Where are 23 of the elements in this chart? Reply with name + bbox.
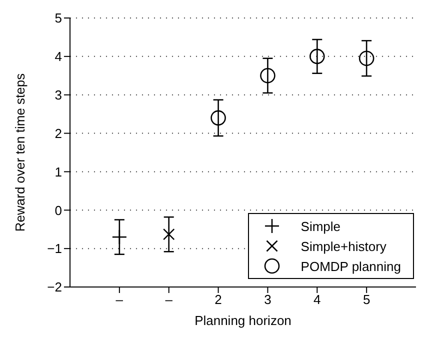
x-tick-label: 2 [214, 292, 222, 308]
point [309, 48, 325, 64]
y-tick-label: −1 [47, 241, 62, 256]
y-tick-label: 5 [54, 10, 62, 26]
y-tick-label: 4 [54, 49, 62, 64]
legend-label: POMDP planning [300, 258, 401, 274]
x-tick-label: – [116, 292, 124, 308]
y-tick-label: 2 [54, 126, 62, 141]
point [358, 50, 374, 66]
x-tick-label: 4 [314, 292, 321, 308]
legend-label: Simple+history [300, 238, 386, 254]
y-tick-label: 3 [54, 87, 62, 102]
point [260, 68, 276, 84]
x-tick-label: 3 [264, 292, 272, 308]
y-tick-label: 1 [54, 164, 62, 180]
legend-label: Simple [300, 218, 341, 234]
x-axis-title: Planning horizon [194, 313, 292, 328]
x-tick-label: 5 [362, 292, 370, 308]
x-tick-label: – [165, 292, 174, 308]
y-tick-label: −2 [47, 280, 62, 295]
point [210, 110, 226, 126]
y-tick-label: 0 [54, 202, 62, 218]
y-axis-title: Reward over ten time steps [12, 72, 28, 232]
